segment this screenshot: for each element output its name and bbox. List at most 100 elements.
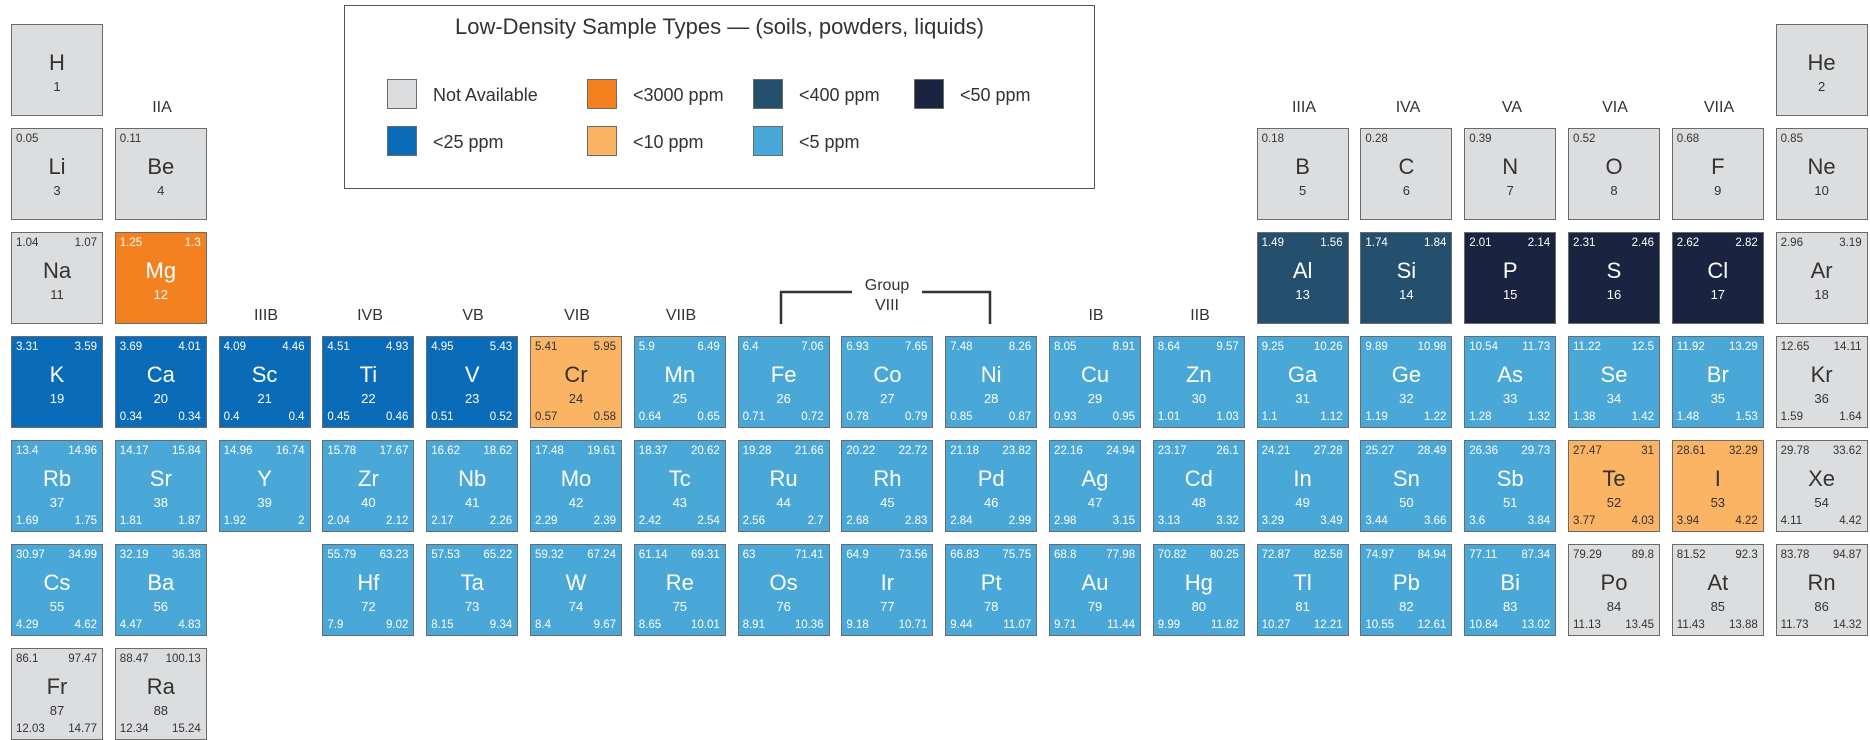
element-cell-pb: Pb 82 74.97 84.94 10.55 12.61 [1360, 544, 1453, 636]
energy-bottom-left: 0.34 [119, 411, 143, 423]
energy-top-left: 32.19 [119, 549, 149, 561]
energy-bottom-left: 2.17 [431, 515, 454, 527]
energy-bottom-left: 0.85 [950, 411, 973, 423]
energy-top-left: 14.17 [119, 445, 149, 457]
atomic-number: 33 [1502, 391, 1518, 406]
legend-swatch [914, 79, 944, 109]
energy-bottom-left: 1.1 [1261, 411, 1278, 423]
element-symbol: Al [1292, 258, 1313, 283]
energy-top-left: 14.96 [223, 445, 253, 457]
energy-bottom-right: 1.53 [1735, 411, 1758, 423]
element-cell-li: Li 3 0.05 [11, 128, 103, 220]
group-label-iva: IVA [1395, 99, 1421, 116]
element-symbol: Bi [1500, 570, 1520, 595]
element-cell-cl: Cl 17 2.62 2.82 [1671, 232, 1764, 324]
atomic-number: 78 [983, 599, 999, 614]
energy-top-right: 87.34 [1521, 549, 1551, 561]
energy-top-left: 79.29 [1573, 549, 1602, 561]
element-symbol: Ti [359, 362, 378, 387]
energy-bottom-left: 10.84 [1469, 619, 1498, 631]
energy-bottom-left: 0.45 [327, 411, 350, 423]
energy-top-right: 34.99 [68, 549, 97, 561]
energy-top-right: 8.91 [1112, 341, 1135, 353]
energy-top-left: 86.1 [16, 653, 39, 665]
energy-bottom-left: 11.73 [1780, 619, 1809, 631]
atomic-number: 80 [1191, 599, 1207, 614]
energy-bottom-left: 2.29 [535, 515, 558, 527]
atomic-number: 16 [1606, 287, 1622, 302]
energy-top-right: 92.3 [1735, 549, 1758, 561]
atomic-number: 5 [1298, 183, 1307, 198]
energy-bottom-right: 0.79 [905, 411, 928, 423]
atomic-number: 74 [568, 599, 584, 614]
energy-top-left: 61.14 [638, 549, 668, 561]
energy-top-left: 24.21 [1261, 445, 1291, 457]
element-symbol: Sb [1496, 466, 1524, 491]
energy-bottom-left: 4.47 [119, 619, 143, 631]
element-cell-hg: Hg 80 70.82 80.25 9.99 11.82 [1152, 544, 1245, 636]
element-symbol: Po [1600, 570, 1628, 595]
energy-bottom-right: 2 [298, 515, 305, 527]
energy-top-left: 17.48 [535, 445, 564, 457]
energy-bottom-right: 2.26 [489, 515, 513, 527]
atomic-number: 43 [672, 495, 688, 510]
atomic-number: 76 [776, 599, 791, 614]
energy-top-right: 71.41 [794, 549, 824, 561]
atomic-number: 40 [361, 495, 376, 510]
energy-bottom-left: 1.01 [1157, 411, 1181, 423]
atomic-number: 47 [1087, 495, 1103, 510]
atomic-number: 8 [1610, 183, 1618, 198]
energy-bottom-right: 0.72 [801, 411, 824, 423]
atomic-number: 83 [1502, 599, 1518, 614]
element-cell-pt: Pt 78 66.83 75.75 9.44 11.07 [945, 544, 1038, 636]
element-cell-mo: Mo 42 17.48 19.61 2.29 2.39 [530, 440, 622, 532]
energy-top-left: 0.28 [1365, 133, 1388, 145]
energy-top-left: 3.69 [119, 341, 143, 353]
energy-bottom-right: 2.99 [1008, 515, 1032, 527]
energy-bottom-right: 13.02 [1521, 619, 1551, 631]
element-symbol: Si [1396, 258, 1417, 283]
element-cell-ra: Ra 88 88.47 100.13 12.34 15.24 [114, 648, 207, 740]
element-cell-ni: Ni 28 7.48 8.26 0.85 0.87 [945, 336, 1038, 428]
energy-top-left: 0.68 [1676, 133, 1700, 145]
group-viii-line2: VIII [874, 297, 899, 314]
atomic-number: 19 [49, 391, 65, 406]
element-cell-tc: Tc 43 18.37 20.62 2.42 2.54 [633, 440, 726, 532]
energy-top-left: 20.22 [846, 445, 876, 457]
energy-bottom-left: 1.38 [1573, 411, 1596, 423]
energy-bottom-right: 2.12 [386, 515, 409, 527]
element-cell-ba: Ba 56 32.19 36.38 4.47 4.83 [114, 544, 207, 636]
energy-top-right: 4.46 [282, 341, 305, 353]
atomic-number: 46 [983, 495, 999, 510]
atomic-number: 30 [1191, 391, 1207, 406]
element-cell-pd: Pd 46 21.18 23.82 2.84 2.99 [945, 440, 1038, 532]
energy-top-left: 83.78 [1780, 549, 1810, 561]
energy-bottom-left: 2.42 [638, 515, 662, 527]
atomic-number: 88 [153, 703, 169, 718]
energy-bottom-left: 3.13 [1157, 515, 1181, 527]
element-symbol: Rn [1807, 570, 1836, 595]
element-symbol: Ag [1081, 466, 1109, 491]
element-symbol: Cs [43, 570, 71, 595]
energy-bottom-right: 13.88 [1729, 619, 1758, 631]
energy-top-left: 11.92 [1676, 341, 1705, 353]
energy-top-right: 17.67 [379, 445, 409, 457]
energy-bottom-left: 10.55 [1365, 619, 1395, 631]
energy-bottom-left: 3.44 [1365, 515, 1388, 527]
energy-bottom-left: 8.4 [535, 619, 551, 631]
energy-bottom-left: 0.57 [535, 411, 558, 423]
energy-top-right: 77.98 [1106, 549, 1135, 561]
energy-top-left: 16.62 [431, 445, 460, 457]
energy-top-left: 5.9 [638, 341, 655, 353]
group-label-viib: VIIB [665, 307, 697, 324]
element-symbol: Br [1706, 362, 1729, 387]
atomic-number: 38 [153, 495, 169, 510]
element-cell-nb: Nb 41 16.62 18.62 2.17 2.26 [426, 440, 519, 532]
group-label-vb: VB [462, 307, 484, 324]
energy-bottom-left: 3.29 [1261, 515, 1284, 527]
group-label-iia: IIA [152, 99, 172, 116]
group-label-iiia: IIIA [1291, 99, 1316, 116]
legend-label: <25 ppm [433, 132, 504, 152]
element-cell-be: Be 4 0.11 [114, 128, 207, 220]
energy-top-right: 14.96 [68, 445, 97, 457]
